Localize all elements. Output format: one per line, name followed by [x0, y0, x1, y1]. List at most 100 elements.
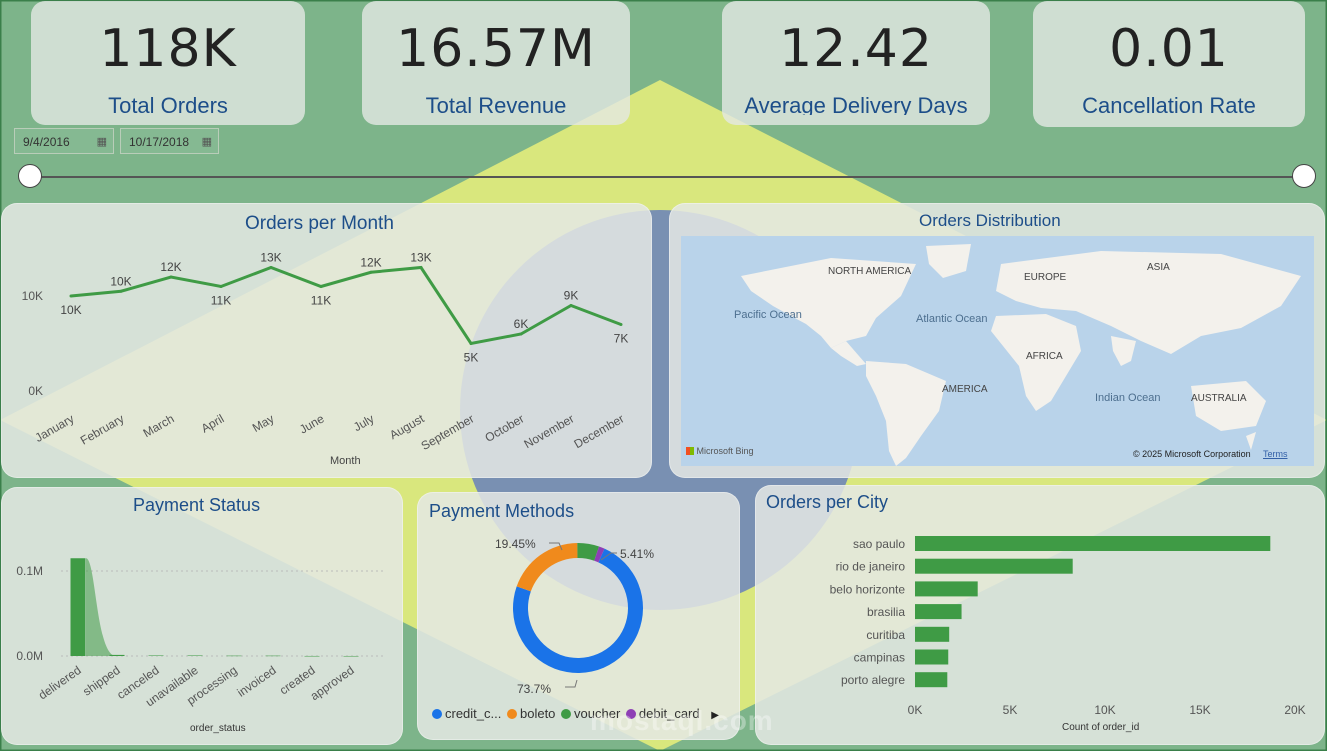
bar	[187, 655, 203, 656]
orders-per-month-title: Orders per Month	[245, 213, 394, 234]
donut-slice	[594, 546, 605, 563]
payment-status-title: Payment Status	[133, 495, 261, 515]
start-date-value: 9/4/2016	[23, 135, 70, 149]
legend-item[interactable]: voucher	[559, 706, 620, 721]
bar	[148, 655, 164, 656]
orders-per-month-xlabel: Month	[330, 455, 361, 467]
data-label: 9K	[564, 289, 579, 303]
x-tick-label: February	[78, 411, 127, 447]
y-tick-label: 0.1M	[16, 564, 43, 578]
map-label-asia: ASIA	[1147, 262, 1170, 273]
payment-status-chart[interactable]: 0.1M0.0Mdeliveredshippedcanceledunavaila…	[1, 487, 403, 745]
bar	[304, 655, 320, 657]
kpi-label: Cancellation Rate	[1082, 93, 1256, 118]
legend-next-icon[interactable]: ▶	[711, 710, 719, 721]
map-copyright: © 2025 Microsoft Corporation	[1133, 449, 1251, 459]
legend-label: credit_c...	[445, 706, 502, 721]
payment-status-xlabel: order_status	[190, 723, 246, 734]
leader-line	[565, 679, 578, 688]
bar	[915, 604, 962, 620]
y-tick-label: porto alegre	[841, 673, 905, 687]
calendar-icon[interactable]: ▦	[201, 136, 212, 148]
bar	[915, 672, 948, 688]
x-tick-label: August	[387, 411, 427, 442]
orders-per-city-chart[interactable]: sao paulo rio de janeiro belo horizonte bra…	[755, 485, 1325, 745]
x-tick-label: November	[522, 411, 577, 451]
orders-distribution-title: Orders Distribution	[919, 211, 1061, 230]
x-tick-label: 5K	[1003, 703, 1018, 717]
payment-methods-panel	[417, 492, 740, 740]
x-tick-label: delivered	[36, 663, 84, 702]
data-label: 13K	[260, 251, 281, 265]
data-label: 73.7%	[517, 682, 551, 696]
data-point	[119, 289, 123, 293]
data-point	[69, 294, 73, 298]
bar	[70, 558, 86, 656]
map-terms-link[interactable]: Terms	[1263, 449, 1288, 459]
payment-methods-title: Payment Methods	[429, 501, 575, 521]
data-point	[369, 270, 373, 274]
y-tick-label: 0K	[28, 384, 43, 398]
calendar-icon[interactable]: ▦	[96, 136, 107, 148]
end-date-input[interactable]: 10/17/2018 ▦	[120, 128, 219, 154]
date-slider-track[interactable]	[30, 176, 1305, 178]
data-label: 12K	[360, 255, 381, 269]
x-tick-label: invoiced	[235, 663, 279, 700]
map-label-europe: EUROPE	[1024, 272, 1067, 283]
y-tick-label: 0.0M	[16, 649, 43, 663]
world-map[interactable]	[681, 236, 1314, 466]
kpi-value: 12.42	[779, 19, 933, 79]
kpi-cancellation-rate: 0.01 Cancellation Rate	[1033, 1, 1305, 127]
legend-label: debit_card	[638, 706, 700, 721]
bar	[915, 536, 1271, 551]
bar	[915, 649, 949, 665]
date-slider-end-handle[interactable]	[1292, 164, 1316, 188]
kpi-average-delivery-days: 12.42 Average Delivery Days	[722, 1, 990, 125]
data-point	[619, 323, 623, 326]
payment-status-panel	[1, 487, 403, 745]
data-point	[319, 285, 323, 288]
bing-label: Microsoft Bing	[696, 446, 754, 456]
data-label: 10K	[60, 303, 81, 317]
y-tick-label: curitiba	[866, 628, 905, 642]
data-label: 13K	[410, 251, 431, 265]
map-label-australia: AUSTRALIA	[1191, 393, 1247, 404]
orders-per-month-chart[interactable]: 10K 0K 10K January 10K February 12K March 11K Apr…	[1, 203, 652, 478]
data-label: 7K	[614, 332, 629, 346]
legend-item[interactable]: boleto	[505, 706, 555, 721]
start-date-input[interactable]: 9/4/2016 ▦	[14, 128, 114, 154]
y-tick-label: campinas	[854, 651, 905, 665]
bar	[265, 655, 281, 657]
y-tick-label: belo horizonte	[830, 582, 906, 596]
bar	[915, 558, 1073, 574]
x-tick-label: September	[419, 411, 477, 452]
map-label-africa: AFRICA	[1026, 351, 1063, 362]
donut-slice	[516, 543, 578, 592]
map-label-south-america: AMERICA	[942, 384, 988, 395]
legend-item[interactable]: debit_card	[624, 706, 700, 721]
data-label: 12K	[160, 260, 181, 274]
data-point	[219, 285, 223, 288]
orders-per-city-panel	[755, 485, 1325, 745]
leader-line	[549, 542, 563, 551]
x-tick-label: 0K	[908, 703, 923, 717]
y-tick-label: rio de janeiro	[836, 560, 906, 574]
kpi-total-orders: 118K Total Orders	[31, 1, 305, 125]
kpi-value: 16.57M	[396, 19, 596, 79]
legend-item[interactable]: credit_c...	[430, 706, 501, 721]
x-tick-label: June	[297, 411, 327, 436]
data-point	[469, 342, 473, 345]
bar	[109, 654, 125, 656]
y-tick-label: 10K	[22, 289, 43, 303]
x-tick-label: April	[199, 411, 227, 435]
orders-per-month-panel	[1, 203, 652, 478]
date-slider-start-handle[interactable]	[18, 164, 42, 188]
x-tick-label: 20K	[1284, 703, 1305, 717]
x-tick-label: 10K	[1094, 703, 1115, 717]
kpi-value: 0.01	[1109, 19, 1229, 79]
orders-per-city-xlabel: Count of order_id	[1062, 722, 1140, 733]
payment-methods-donut[interactable]: 19.45% 5.41% 73.7%	[417, 520, 740, 720]
x-tick-label: July	[351, 411, 376, 434]
smooth-area	[86, 558, 116, 656]
x-tick-label: 15K	[1189, 703, 1210, 717]
